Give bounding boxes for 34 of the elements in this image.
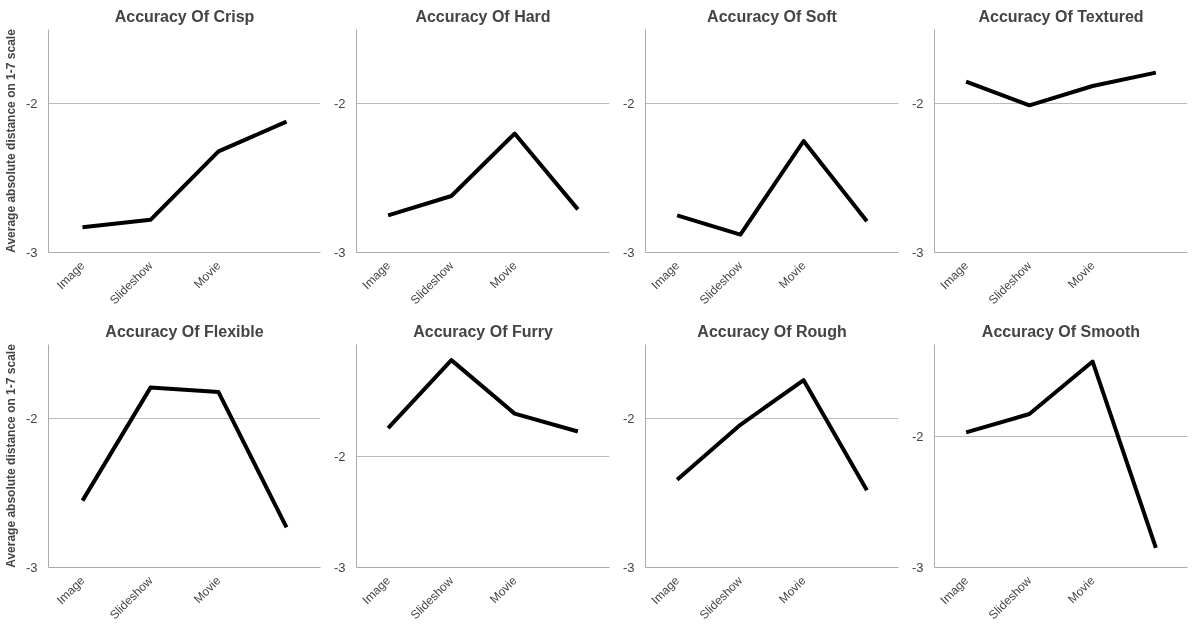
y-tick-label: -2 [333,96,346,112]
chart-title: Accuracy Of Crisp [114,7,255,25]
y-tick-label: -2 [25,96,38,112]
y-tick-label: -3 [333,560,346,575]
y-axis-title: Average absolute distance on 1-7 scale [3,28,18,253]
y-tick-label: -3 [25,560,38,575]
y-tick-label: -2 [333,448,346,464]
chart-title: Accuracy Of Hard [415,7,551,25]
chart-title: Accuracy Of Textured [978,7,1144,25]
chart-title: Accuracy Of Smooth [981,322,1141,340]
line-series [675,378,869,493]
y-tick-label: -3 [333,245,346,260]
y-tick-label: -2 [622,411,635,427]
line-series [80,119,289,230]
y-tick-label: -3 [911,560,924,575]
line-series [964,70,1158,108]
chart-title: Accuracy Of Furry [413,322,553,340]
line-series [675,139,869,237]
y-tick-label: -2 [622,96,635,112]
y-axis-title: Average absolute distance on 1-7 scale [3,343,18,568]
y-tick-label: -3 [25,245,38,260]
line-series [80,385,289,530]
chart-title: Accuracy Of Flexible [105,322,264,340]
y-tick-label: -2 [25,411,38,427]
y-tick-label: -2 [911,96,924,112]
line-series [386,358,580,434]
y-tick-label: -3 [911,245,924,260]
y-tick-label: -3 [622,560,635,575]
line-series [964,359,1158,550]
line-series [386,131,580,218]
y-tick-label: -3 [622,245,635,260]
chart-title: Accuracy Of Rough [697,322,847,340]
y-tick-label: -2 [911,428,924,444]
chart-title: Accuracy Of Soft [707,7,838,25]
